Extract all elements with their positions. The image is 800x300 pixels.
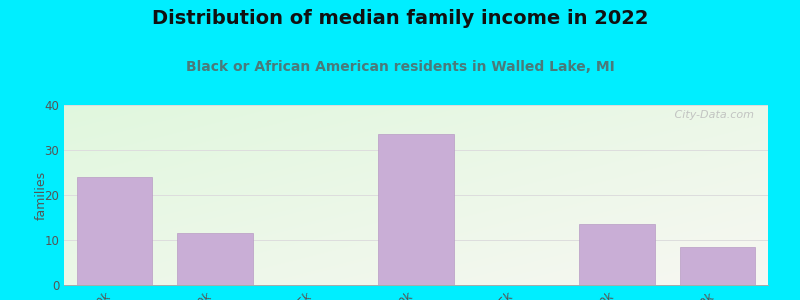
Y-axis label: families: families — [35, 170, 48, 220]
Text: Distribution of median family income in 2022: Distribution of median family income in … — [152, 9, 648, 28]
Text: City-Data.com: City-Data.com — [664, 110, 754, 120]
Bar — [680, 247, 755, 285]
Bar — [378, 134, 454, 285]
Text: Black or African American residents in Walled Lake, MI: Black or African American residents in W… — [186, 60, 614, 74]
Bar — [177, 233, 253, 285]
Bar — [77, 177, 152, 285]
Bar — [579, 224, 655, 285]
